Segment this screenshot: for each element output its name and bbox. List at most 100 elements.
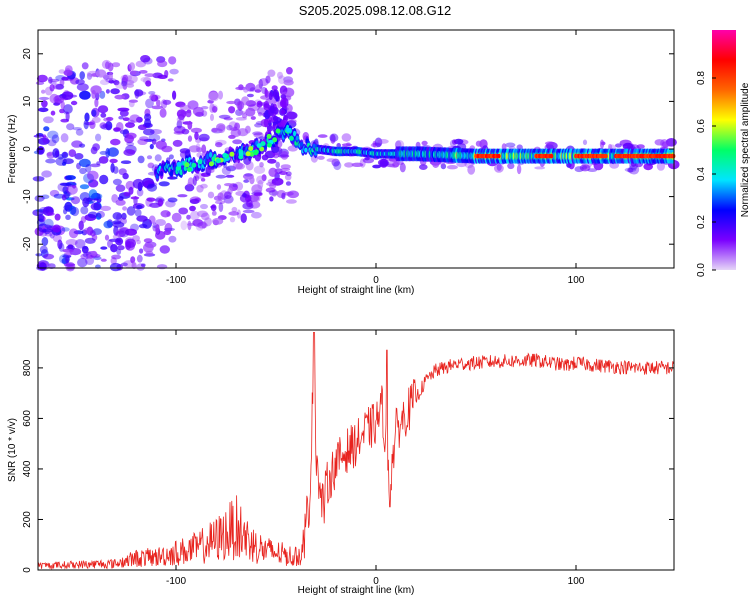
spectrogram-cell bbox=[129, 114, 141, 123]
spectrogram-cell bbox=[122, 117, 130, 121]
spectrogram-y-tick-label: 0 bbox=[22, 146, 33, 152]
spectrogram-cell bbox=[268, 91, 273, 101]
spectrogram-cell bbox=[258, 80, 264, 85]
spectrogram-cell bbox=[245, 151, 251, 157]
spectrogram-cell bbox=[286, 67, 293, 75]
spectrogram-cell bbox=[280, 164, 291, 170]
spectrogram-cell bbox=[269, 182, 277, 189]
spectrogram-cell bbox=[41, 170, 52, 178]
spectrogram-cell bbox=[105, 89, 110, 94]
spectrogram-cell bbox=[268, 167, 278, 177]
spectrogram-cell bbox=[120, 262, 128, 267]
spectrogram-cell bbox=[341, 133, 352, 142]
spectrogram-cell bbox=[261, 154, 269, 161]
spectrogram-cell bbox=[211, 127, 218, 133]
spectrogram-cell bbox=[160, 99, 168, 109]
spectrogram-cell bbox=[256, 107, 266, 115]
spectrogram-cell bbox=[351, 162, 364, 167]
spectrogram-cell bbox=[248, 146, 254, 152]
snr-y-tick-label: 600 bbox=[22, 410, 33, 427]
spectrogram-cell bbox=[250, 116, 256, 120]
spectrogram-cell bbox=[105, 121, 113, 131]
spectrogram-cell bbox=[140, 55, 151, 63]
spectrogram-cell bbox=[53, 95, 65, 104]
spectrogram-cell bbox=[61, 151, 69, 159]
spectrogram-cell bbox=[99, 122, 107, 129]
spectrogram-cell bbox=[112, 166, 119, 174]
spectrogram-cell bbox=[89, 230, 96, 237]
spectrogram-cell bbox=[88, 189, 98, 199]
spectrogram-cell bbox=[151, 138, 157, 145]
spectrogram-cell bbox=[110, 88, 120, 95]
spectrogram-cell bbox=[115, 184, 126, 192]
spectrogram-cell bbox=[275, 128, 281, 134]
spectrogram-cell bbox=[70, 196, 81, 205]
spectrogram-cell bbox=[232, 139, 243, 145]
spectrogram-cell bbox=[97, 105, 109, 114]
spectrogram-cell bbox=[63, 252, 73, 256]
spectrogram-cell bbox=[65, 175, 76, 181]
spectrogram-cell bbox=[377, 158, 389, 167]
spectrogram-cell bbox=[280, 97, 287, 107]
spectrogram-cell bbox=[61, 91, 74, 100]
spectrogram-cell bbox=[130, 256, 136, 264]
spectrogram-cell bbox=[187, 135, 193, 142]
spectrogram-cell bbox=[622, 142, 634, 150]
spectrogram-cell bbox=[272, 137, 278, 143]
spectrogram-cell bbox=[59, 182, 72, 186]
spectrogram-cell bbox=[173, 125, 186, 134]
spectrogram-cell bbox=[127, 74, 138, 84]
spectrogram-cell bbox=[37, 213, 45, 222]
spectrogram-cell bbox=[195, 143, 201, 152]
spectrogram-y-tick-label: -20 bbox=[22, 237, 33, 252]
spectrogram-cell bbox=[225, 174, 235, 178]
spectrogram-cell bbox=[41, 89, 46, 94]
snr-line bbox=[37, 332, 674, 570]
spectrogram-cell bbox=[264, 87, 268, 97]
spectrogram-cell bbox=[63, 111, 68, 115]
spectrogram-cell bbox=[285, 199, 297, 204]
spectrogram-cell bbox=[210, 113, 214, 121]
spectrogram-cell bbox=[283, 79, 294, 86]
spectrogram-cell bbox=[107, 147, 119, 157]
spectrogram-cell bbox=[39, 245, 48, 254]
spectrogram-cell bbox=[421, 140, 428, 146]
spectrogram-cell bbox=[221, 166, 231, 175]
spectrogram-cell bbox=[280, 119, 286, 126]
spectrogram-cell bbox=[235, 117, 247, 121]
spectrogram-cell bbox=[279, 85, 288, 96]
snr-x-tick-label: 0 bbox=[373, 576, 379, 587]
spectrogram-cell bbox=[58, 242, 65, 252]
spectrogram-y-ticks: -20 -10 0 10 20 bbox=[22, 48, 674, 252]
spectrogram-cell bbox=[47, 130, 59, 139]
spectrogram-cell bbox=[159, 245, 170, 254]
colorbar-gradient bbox=[712, 30, 736, 270]
spectrogram-cell bbox=[95, 193, 103, 200]
snr-y-label: SNR (10 * v/v) bbox=[7, 418, 18, 482]
spectrogram-cell bbox=[257, 112, 263, 117]
spectrogram-cell bbox=[244, 173, 253, 177]
spectrogram-cell bbox=[196, 210, 208, 218]
spectrogram-cell bbox=[127, 149, 136, 154]
spectrogram-cell bbox=[104, 234, 110, 241]
spectrogram-cell bbox=[86, 72, 93, 80]
spectrogram-cell bbox=[208, 161, 214, 167]
spectrogram-cell bbox=[160, 170, 164, 177]
spectrogram-cell bbox=[109, 262, 122, 272]
spectrogram-cell bbox=[661, 141, 670, 148]
spectrogram-cell bbox=[151, 105, 163, 110]
spectrogram-cell bbox=[452, 139, 457, 145]
spectrogram-cell bbox=[79, 71, 85, 80]
spectrogram-cell bbox=[169, 68, 179, 75]
snr-x-label: Height of straight line (km) bbox=[298, 585, 415, 596]
spectrogram-x-tick-label: 0 bbox=[373, 275, 379, 286]
spectrogram-cell bbox=[246, 199, 253, 208]
snr-y-tick-label: 800 bbox=[22, 359, 33, 376]
spectrogram-cell bbox=[374, 137, 383, 148]
spectrogram-cell bbox=[627, 167, 634, 173]
spectrogram-cell bbox=[62, 151, 67, 158]
snr-y-tick-label: 0 bbox=[22, 567, 33, 573]
spectrogram-cell bbox=[99, 150, 108, 155]
spectrogram-cell bbox=[81, 229, 88, 236]
